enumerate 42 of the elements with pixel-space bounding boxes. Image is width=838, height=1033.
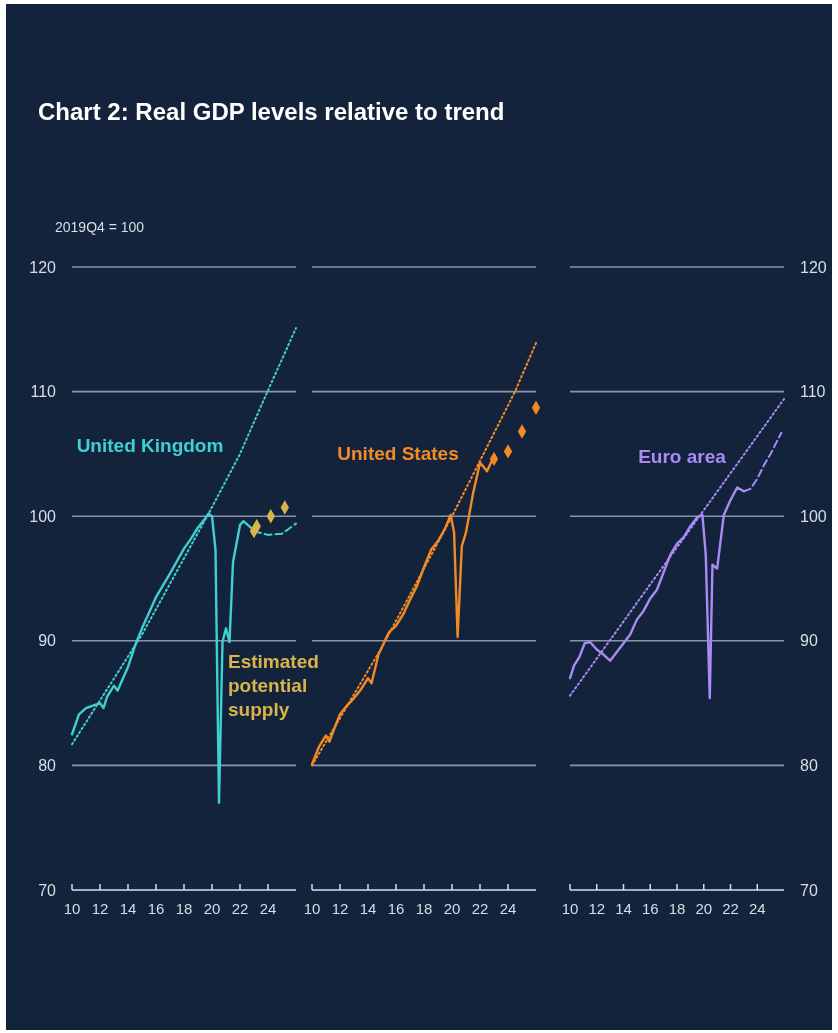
y-tick-label: 110 [30, 383, 57, 401]
x-tick-label: 10 [561, 900, 579, 917]
y-tick-label: 110 [800, 383, 826, 401]
x-tick-label: 16 [147, 900, 165, 917]
x-tick-label: 22 [471, 900, 489, 917]
x-tick-label: 22 [231, 900, 249, 917]
x-tick-label: 20 [443, 900, 461, 917]
y-tick-label: 90 [38, 632, 57, 650]
x-tick-label: 12 [588, 900, 606, 917]
x-tick-label: 12 [331, 900, 349, 917]
y-tick-label: 80 [38, 757, 57, 774]
y-tick-label: 100 [29, 507, 57, 525]
x-tick-label: 24 [499, 900, 517, 917]
x-tick-label: 18 [668, 900, 686, 917]
x-tick-label: 24 [259, 900, 277, 917]
y-tick-label: 120 [800, 258, 827, 276]
x-tick-label: 18 [175, 900, 193, 917]
y-tick-label: 100 [800, 507, 827, 525]
x-tick-label: 24 [748, 900, 766, 917]
y-tick-label: 70 [38, 881, 57, 899]
y-tick-label: 80 [800, 757, 818, 774]
x-tick-label: 12 [91, 900, 109, 917]
y-axis-title: 2019Q4 = 100 [55, 219, 145, 235]
y-tick-label: 70 [800, 881, 818, 899]
x-tick-label: 10 [303, 900, 321, 917]
x-tick-label: 16 [387, 900, 405, 917]
y-tick-label: 120 [29, 258, 57, 276]
x-tick-label: 14 [615, 900, 632, 917]
text: United Kingdom [76, 435, 224, 456]
x-tick-label: 22 [722, 900, 739, 917]
x-tick-label: 14 [359, 900, 377, 917]
x-tick-label: 10 [63, 900, 81, 917]
series-label: Euro area [638, 446, 727, 467]
x-tick-label: 20 [695, 900, 713, 917]
chart-title: Chart 2: Real GDP levels relative to trend [38, 98, 505, 125]
x-tick-label: 18 [415, 900, 433, 917]
series-label: United States [337, 443, 459, 464]
y-tick-label: 90 [800, 632, 818, 650]
text: Estimated potential supply [228, 651, 319, 720]
x-tick-label: 14 [119, 900, 137, 917]
x-tick-label: 20 [203, 900, 221, 917]
x-tick-label: 16 [641, 900, 659, 917]
